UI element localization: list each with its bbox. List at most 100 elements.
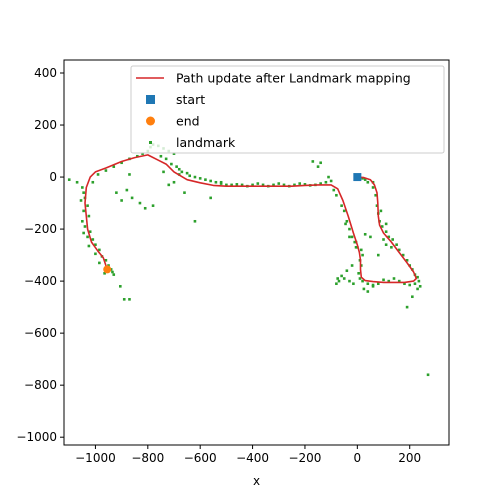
landmark-point — [348, 227, 351, 231]
landmark-point — [87, 244, 91, 248]
landmark-point — [225, 183, 228, 187]
landmark-point — [175, 165, 178, 168]
landmark-point — [405, 259, 409, 262]
landmark-point — [209, 179, 212, 183]
landmark-point — [366, 290, 370, 293]
landmark-point — [214, 180, 218, 184]
landmark-point — [348, 279, 351, 283]
x-tick-label: −1000 — [75, 451, 116, 465]
landmark-point — [369, 235, 372, 239]
landmark-point — [376, 282, 380, 286]
y-tick-label: −800 — [24, 378, 57, 392]
landmark-point — [98, 261, 101, 265]
landmark-point — [167, 183, 171, 187]
landmark-point — [94, 243, 97, 246]
landmark-point — [96, 173, 100, 176]
landmark-point — [352, 282, 355, 286]
landmark-point — [336, 277, 339, 280]
landmark-point — [335, 193, 338, 197]
x-tick-label: −600 — [184, 451, 217, 465]
path-line — [84, 154, 418, 284]
landmark-point — [172, 152, 176, 155]
landmark-point — [277, 182, 281, 185]
marker-layer — [103, 173, 362, 274]
landmark-point — [392, 277, 396, 280]
landmark-point — [327, 175, 330, 179]
landmark-point — [408, 283, 412, 287]
landmark-point — [340, 274, 343, 278]
landmark-point — [340, 204, 343, 207]
landmark-point — [82, 209, 85, 213]
landmark-point — [390, 245, 393, 249]
landmark-point — [170, 162, 173, 166]
landmark-point — [376, 253, 380, 257]
landmark-point — [405, 305, 409, 309]
landmark-point — [88, 230, 92, 233]
landmark-point — [316, 165, 320, 168]
landmark-point — [342, 277, 346, 280]
landmark-point — [403, 282, 406, 286]
landmark-point — [311, 160, 315, 163]
x-tick-label: 200 — [398, 451, 421, 465]
landmark-point — [344, 222, 347, 226]
landmark-point — [261, 183, 265, 187]
landmark-point — [361, 253, 364, 257]
landmark-point — [387, 235, 391, 239]
landmark-point — [81, 186, 84, 189]
landmark-point — [348, 235, 351, 239]
landmark-point — [188, 174, 192, 178]
landmark-point — [413, 282, 417, 286]
landmark-point — [416, 287, 419, 291]
landmark-point — [79, 199, 83, 202]
legend-label: Path update after Landmark mapping — [176, 71, 411, 86]
landmark-point — [122, 298, 126, 301]
landmark-point — [416, 275, 419, 279]
landmark-point — [353, 240, 357, 244]
landmark-point — [384, 222, 388, 226]
landmark-point — [374, 193, 377, 197]
landmark-point — [359, 248, 363, 252]
landmark-point — [298, 182, 302, 185]
landmark-point — [67, 178, 71, 181]
landmark-point — [185, 171, 189, 175]
landmark-point — [82, 191, 85, 194]
legend-label: landmark — [176, 135, 236, 150]
legend-dot-swatch — [149, 141, 152, 144]
landmark-point — [382, 238, 385, 241]
legend-label: start — [176, 92, 205, 107]
landmark-point — [81, 219, 84, 223]
landmark-point — [366, 282, 370, 286]
landmark-point — [256, 182, 260, 185]
landmark-point — [180, 170, 184, 174]
landmark-point — [119, 285, 122, 288]
landmark-point — [366, 180, 370, 184]
landmark-point — [363, 232, 367, 236]
landmark-point — [104, 259, 108, 262]
landmark-point — [384, 230, 388, 233]
landmark-point — [361, 279, 364, 283]
landmark-point — [98, 248, 101, 252]
y-tick-label: −400 — [24, 274, 57, 288]
landmark-point — [219, 182, 223, 185]
landmark-point — [358, 277, 362, 280]
x-tick-label: −200 — [288, 451, 321, 465]
landmark-point — [82, 231, 85, 235]
landmark-point — [183, 191, 186, 194]
landmark-point — [177, 167, 181, 171]
y-tick-label: −200 — [24, 222, 57, 236]
x-tick-label: −400 — [236, 451, 269, 465]
landmark-point — [350, 235, 354, 239]
landmark-point — [397, 248, 401, 252]
landmark-point — [112, 165, 116, 168]
landmark-point — [380, 225, 384, 228]
landmark-point — [332, 188, 336, 192]
landmark-point — [395, 243, 398, 246]
landmark-point — [272, 183, 275, 187]
landmark-point — [397, 279, 401, 283]
landmark-point — [354, 245, 358, 249]
y-tick-label: 0 — [49, 170, 57, 184]
landmark-point — [382, 278, 385, 282]
landmark-point — [120, 199, 123, 202]
landmark-point — [371, 285, 375, 288]
y-tick-label: 400 — [34, 66, 57, 80]
